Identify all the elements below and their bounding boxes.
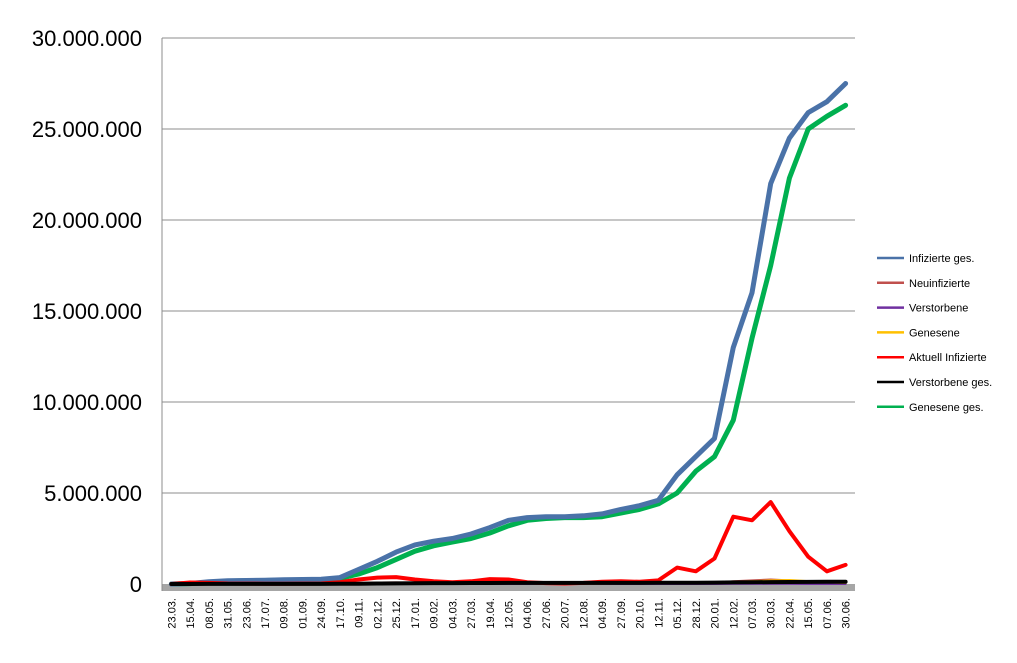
x-tick-label: 15.04. [185,598,197,629]
legend: Infizierte ges. Neuinfizierte Verstorbene G… [877,253,992,414]
series-line-4 [169,500,848,586]
x-tick-label: 12.08. [578,598,590,629]
x-tick-label: 02.12. [372,598,384,629]
legend-label: Neuinfizierte [909,278,970,290]
x-tick-label: 04.06. [522,598,534,629]
y-tick-label: 20.000.000 [32,208,142,233]
x-tick-label: 27.09. [616,598,628,629]
legend-label: Verstorbene ges. [909,377,992,389]
x-tick-label: 20.01. [710,598,722,629]
x-tick-label: 31.05. [223,598,235,629]
x-tick-label: 01.09. [297,598,309,629]
floor [162,584,855,591]
x-tick-label: 07.03. [747,598,759,629]
series-line-5 [169,579,848,586]
legend-label: Infizierte ges. [909,253,974,265]
x-tick-label: 17.01. [410,598,422,629]
legend-label: Verstorbene [909,303,968,315]
y-tick-label: 10.000.000 [32,390,142,415]
x-tick-label: 20.10. [635,598,647,629]
x-tick-label: 17.07. [260,598,272,629]
series-lines [168,81,849,587]
x-tick-label: 08.05. [204,598,216,629]
x-tick-label: 20.07. [560,598,572,629]
x-tick-label: 25.12. [391,598,403,629]
y-tick-label: 15.000.000 [32,299,142,324]
x-tick-label: 17.10. [335,598,347,629]
x-tick-label: 09.08. [279,598,291,629]
x-axis-tick-labels: 23.03. 15.04. 08.05. 31.05. 23.06. 17.07. 09.0… [166,598,852,629]
x-tick-label: 24.09. [316,598,328,629]
series-line-6 [168,102,849,587]
x-tick-label: 22.04. [784,598,796,629]
y-axis-tick-labels: 0 5.000.000 10.000.000 15.000.000 20.000.000… [32,26,142,597]
x-tick-label: 09.02. [429,598,441,629]
legend-label: Genesene [909,327,960,339]
legend-label: Aktuell Infizierte [909,352,987,364]
x-tick-label: 04.03. [447,598,459,629]
x-tick-label: 15.05. [803,598,815,629]
x-tick-label: 05.12. [672,598,684,629]
x-tick-label: 12.11. [653,598,665,628]
x-tick-label: 28.12. [691,598,703,629]
x-tick-label: 19.04. [485,598,497,629]
chart-floor [162,584,855,591]
x-tick-label: 04.09. [597,598,609,629]
y-tick-label: 5.000.000 [44,481,142,506]
gridlines [162,37,855,494]
x-tick-label: 07.06. [822,598,834,629]
x-tick-label: 09.11. [354,598,366,628]
x-tick-label: 23.06. [241,598,253,629]
series-line-0 [168,81,849,587]
x-tick-label: 27.03. [466,598,478,629]
y-tick-label: 30.000.000 [32,26,142,51]
x-tick-label: 27.06. [541,598,553,629]
x-tick-label: 30.03. [766,598,778,629]
x-tick-label: 12.02. [728,598,740,629]
y-tick-label: 0 [130,572,142,597]
y-tick-label: 25.000.000 [32,117,142,142]
x-tick-label: 23.03. [166,598,178,629]
x-tick-label: 12.05. [504,598,516,629]
x-tick-label: 30.06. [841,598,853,629]
legend-label: Genesene ges. [909,402,984,414]
